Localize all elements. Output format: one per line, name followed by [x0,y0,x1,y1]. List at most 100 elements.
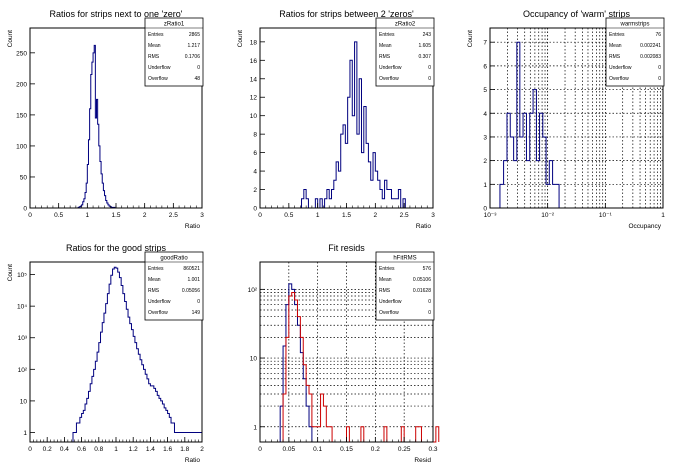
stats-label-rms: RMS [379,288,391,294]
stats-box-name: zRatio1 [164,22,185,28]
x-tick-label: 1 [661,212,665,219]
stats-label-mean: Mean [379,277,392,283]
stats-label-rms: RMS [609,54,621,60]
stats-label-overflow: Overflow [609,76,629,82]
stats-box: goodRatio Entries 860521 Mean 1.001 RMS 0.0505… [144,251,204,321]
x-tick-label: 2 [143,212,147,219]
y-tick-label: 6 [483,63,487,70]
x-tick-label: 0 [28,212,32,219]
x-tick-label: 0 [258,212,262,219]
stats-label-overflow: Overflow [148,76,168,82]
stats-label-entries: Entries [148,266,164,272]
stats-value-rms: 0.002083 [640,54,661,60]
stats-label-underflow: Underflow [609,65,632,71]
stats-box-frame [144,17,204,87]
x-axis-title: Ratio [185,223,201,230]
stats-value-rms: 0.01628 [413,288,431,294]
stats-value-overflow: 0 [428,76,431,82]
stats-label-rms: RMS [148,288,160,294]
chart-panel-2: Ratios for strips between 2 'zeros' 0 0.5 1… [237,9,435,230]
stats-box-name: warmstrips [619,22,649,28]
stats-label-mean: Mean [379,43,392,49]
stats-label-underflow: Underflow [148,299,171,305]
chart-panel-1: Ratios for strips next to one 'zero' 0 0.5… [7,9,204,230]
histogram-series-1 [499,41,563,209]
y-tick-label: 10² [248,287,258,294]
x-tick-label: 1.5 [342,212,351,219]
y-tick-label: 50 [20,174,28,181]
y-tick-label: 6 [253,150,257,157]
stats-value-entries: 860521 [183,266,200,272]
stats-box-name: goodRatio [160,256,188,262]
stats-label-underflow: Underflow [379,299,402,305]
x-tick-label: 2.5 [169,212,178,219]
stats-value-overflow: 0 [658,76,661,82]
stats-value-rms: 0.05056 [182,288,200,294]
stats-value-entries: 76 [655,32,661,38]
x-tick-label: 0.1 [313,446,322,453]
x-tick-label: 0.5 [284,212,293,219]
chart-panel-3: Occupancy of 'warm' strips 10⁻³ 10⁻² 10⁻¹ 1 0… [467,9,665,230]
y-tick-label: 7 [483,40,487,47]
stats-box-frame [375,251,435,321]
histogram-series-1 [77,44,116,208]
stats-value-underflow: 0 [428,65,431,71]
x-tick-label: 1.8 [180,446,189,453]
stats-value-entries: 576 [423,266,432,272]
y-tick-label: 2 [483,158,487,165]
x-tick-label: 1 [86,212,90,219]
y-tick-label: 12 [250,95,258,102]
y-tick-label: 10 [20,398,28,405]
y-axis-title: Count [467,30,474,48]
stats-label-entries: Entries [379,266,395,272]
stats-value-mean: 1.217 [187,43,200,49]
x-tick-label: 10⁻¹ [599,212,613,219]
stats-label-rms: RMS [379,54,391,60]
y-tick-label: 18 [250,39,258,46]
x-tick-label: 2 [200,446,204,453]
x-axis-title: Resid [414,457,431,464]
x-tick-label: 10⁻² [541,212,555,219]
stats-value-mean: 0.05106 [413,277,431,283]
y-tick-label: 0 [23,206,27,213]
stats-value-mean: 0.002241 [640,43,661,49]
x-tick-label: 0.5 [54,212,63,219]
y-axis-title: Count [7,30,14,48]
y-tick-label: 0 [253,206,257,213]
stats-box-name: hFitRMS [393,256,416,262]
x-tick-label: 0.2 [371,446,380,453]
x-tick-label: 1.5 [111,212,120,219]
stats-value-overflow: 48 [194,76,200,82]
x-tick-label: 0 [28,446,32,453]
y-tick-label: 10² [18,367,28,374]
chart-title: Fit resids [328,243,365,253]
y-tick-label: 150 [16,112,27,119]
stats-label-overflow: Overflow [379,310,399,316]
stats-box: hFitRMS Entries 576 Mean 0.05106 RMS 0.01628 Un… [375,251,435,321]
histogram-series-1 [72,266,203,442]
x-tick-label: 0.8 [94,446,103,453]
x-tick-label: 3 [431,212,435,219]
stats-box-name: zRatio2 [395,22,416,28]
stats-value-underflow: 0 [428,299,431,305]
x-tick-label: 1 [114,446,118,453]
y-tick-label: 10⁴ [17,304,27,311]
x-tick-label: 0 [258,446,262,453]
stats-value-underflow: 0 [658,65,661,71]
stats-value-mean: 1.605 [418,43,431,49]
y-tick-label: 0 [483,206,487,213]
x-tick-label: 0.3 [428,446,437,453]
stats-box: warmstrips Entries 76 Mean 0.002241 RMS 0.0020… [605,17,665,87]
stats-value-rms: 0.307 [418,54,431,60]
x-tick-label: 2.5 [400,212,409,219]
y-tick-label: 10 [250,113,258,120]
y-tick-label: 4 [483,111,487,118]
y-axis-title: Count [237,30,244,48]
y-tick-label: 250 [16,50,27,57]
x-tick-label: 1.6 [163,446,172,453]
x-tick-label: 3 [200,212,204,219]
x-tick-label: 0.25 [398,446,411,453]
stats-label-mean: Mean [148,43,161,49]
